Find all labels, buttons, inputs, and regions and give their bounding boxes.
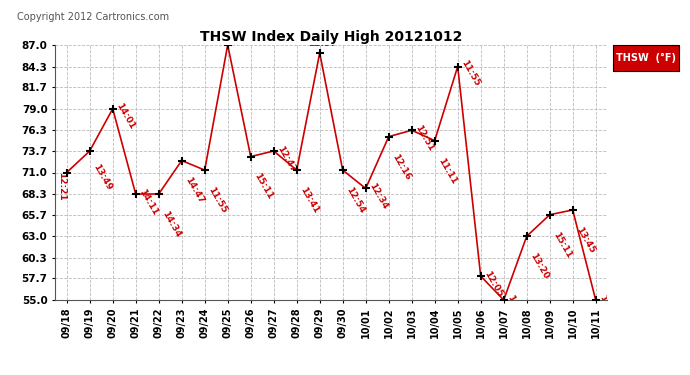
Text: 15:11: 15:11 bbox=[551, 230, 573, 260]
Text: 13:49: 13:49 bbox=[91, 162, 113, 192]
Text: 12:54: 12:54 bbox=[344, 186, 366, 215]
Text: 12:51: 12:51 bbox=[413, 123, 435, 153]
Text: THSW  (°F): THSW (°F) bbox=[616, 53, 676, 63]
Text: 12:37: 12:37 bbox=[308, 39, 337, 48]
Text: 14:47: 14:47 bbox=[183, 176, 205, 206]
Text: 15:11: 15:11 bbox=[252, 172, 274, 201]
Title: THSW Index Daily High 20121012: THSW Index Daily High 20121012 bbox=[200, 30, 462, 44]
Text: 12:05: 12:05 bbox=[482, 269, 504, 298]
Text: 14:34: 14:34 bbox=[160, 209, 182, 239]
Text: 12:21: 12:21 bbox=[57, 172, 66, 201]
FancyBboxPatch shape bbox=[613, 45, 679, 70]
Text: 12:47: 12:47 bbox=[275, 144, 297, 174]
Text: 12:16: 12:16 bbox=[390, 152, 412, 182]
Text: 11:55: 11:55 bbox=[206, 186, 228, 215]
Text: 13:20: 13:20 bbox=[528, 252, 550, 281]
Text: 12:34: 12:34 bbox=[367, 182, 389, 211]
Text: 14:11: 14:11 bbox=[505, 293, 527, 322]
Text: 14:05: 14:05 bbox=[597, 293, 619, 322]
Text: 11:55: 11:55 bbox=[459, 58, 481, 87]
Text: 11:11: 11:11 bbox=[436, 156, 458, 185]
Text: 13:34: 13:34 bbox=[216, 31, 245, 40]
Text: 14:11: 14:11 bbox=[137, 187, 159, 216]
Text: 13:41: 13:41 bbox=[298, 186, 320, 215]
Text: Copyright 2012 Cartronics.com: Copyright 2012 Cartronics.com bbox=[17, 12, 168, 21]
Text: 13:45: 13:45 bbox=[574, 225, 596, 255]
Text: 14:01: 14:01 bbox=[114, 102, 136, 131]
